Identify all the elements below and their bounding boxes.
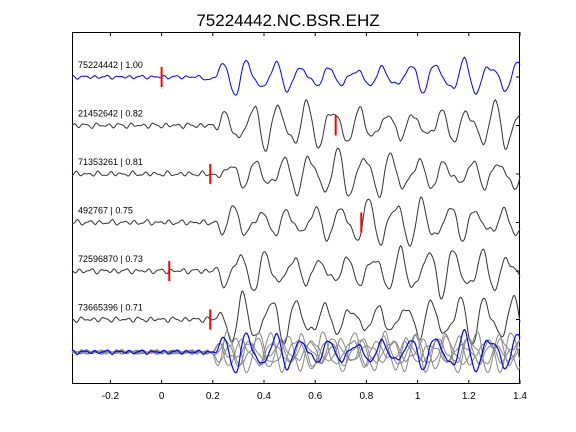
- trace-label: 492767 | 0.75: [78, 206, 133, 216]
- x-tick-label: 0.2: [206, 391, 220, 402]
- x-tick-label: 0.4: [257, 391, 271, 402]
- x-tick-label: 0: [159, 391, 165, 402]
- trace-line: [71, 290, 521, 345]
- trace-line: [71, 147, 521, 198]
- trace-group: 75224442 | 1.00 21452642 | 0.82 71353261 |…: [71, 56, 521, 345]
- trace-label: 72596870 | 0.73: [78, 254, 143, 264]
- x-tick-label: -0.2: [102, 391, 120, 402]
- trace-label: 75224442 | 1.00: [78, 60, 143, 70]
- stack-overlay-line: [71, 331, 521, 374]
- trace-line: [71, 244, 521, 300]
- trace-label: 73665396 | 0.71: [78, 303, 143, 313]
- trace-label: 21452642 | 0.82: [78, 109, 143, 119]
- stack-overlay-line: [71, 330, 521, 373]
- chart-title: 75224442.NC.BSR.EHZ: [196, 11, 379, 30]
- x-tick-label: 1.2: [462, 391, 476, 402]
- stack-reference-line: [71, 328, 521, 374]
- trace-line: [71, 196, 521, 247]
- x-tick-label: 1.4: [513, 391, 527, 402]
- trace-line: [71, 99, 521, 152]
- x-tick-label: 0.8: [359, 391, 373, 402]
- x-tick-label: 1: [415, 391, 421, 402]
- plot-frame: [72, 32, 520, 384]
- x-axis: -0.2 0 0.2 0.4 0.6 0.8 1 1.2 1.4: [102, 32, 527, 402]
- trace-label: 71353261 | 0.81: [78, 157, 143, 167]
- trace-line: [71, 56, 521, 96]
- stacked-overlay: [71, 328, 521, 374]
- x-tick-label: 0.6: [308, 391, 322, 402]
